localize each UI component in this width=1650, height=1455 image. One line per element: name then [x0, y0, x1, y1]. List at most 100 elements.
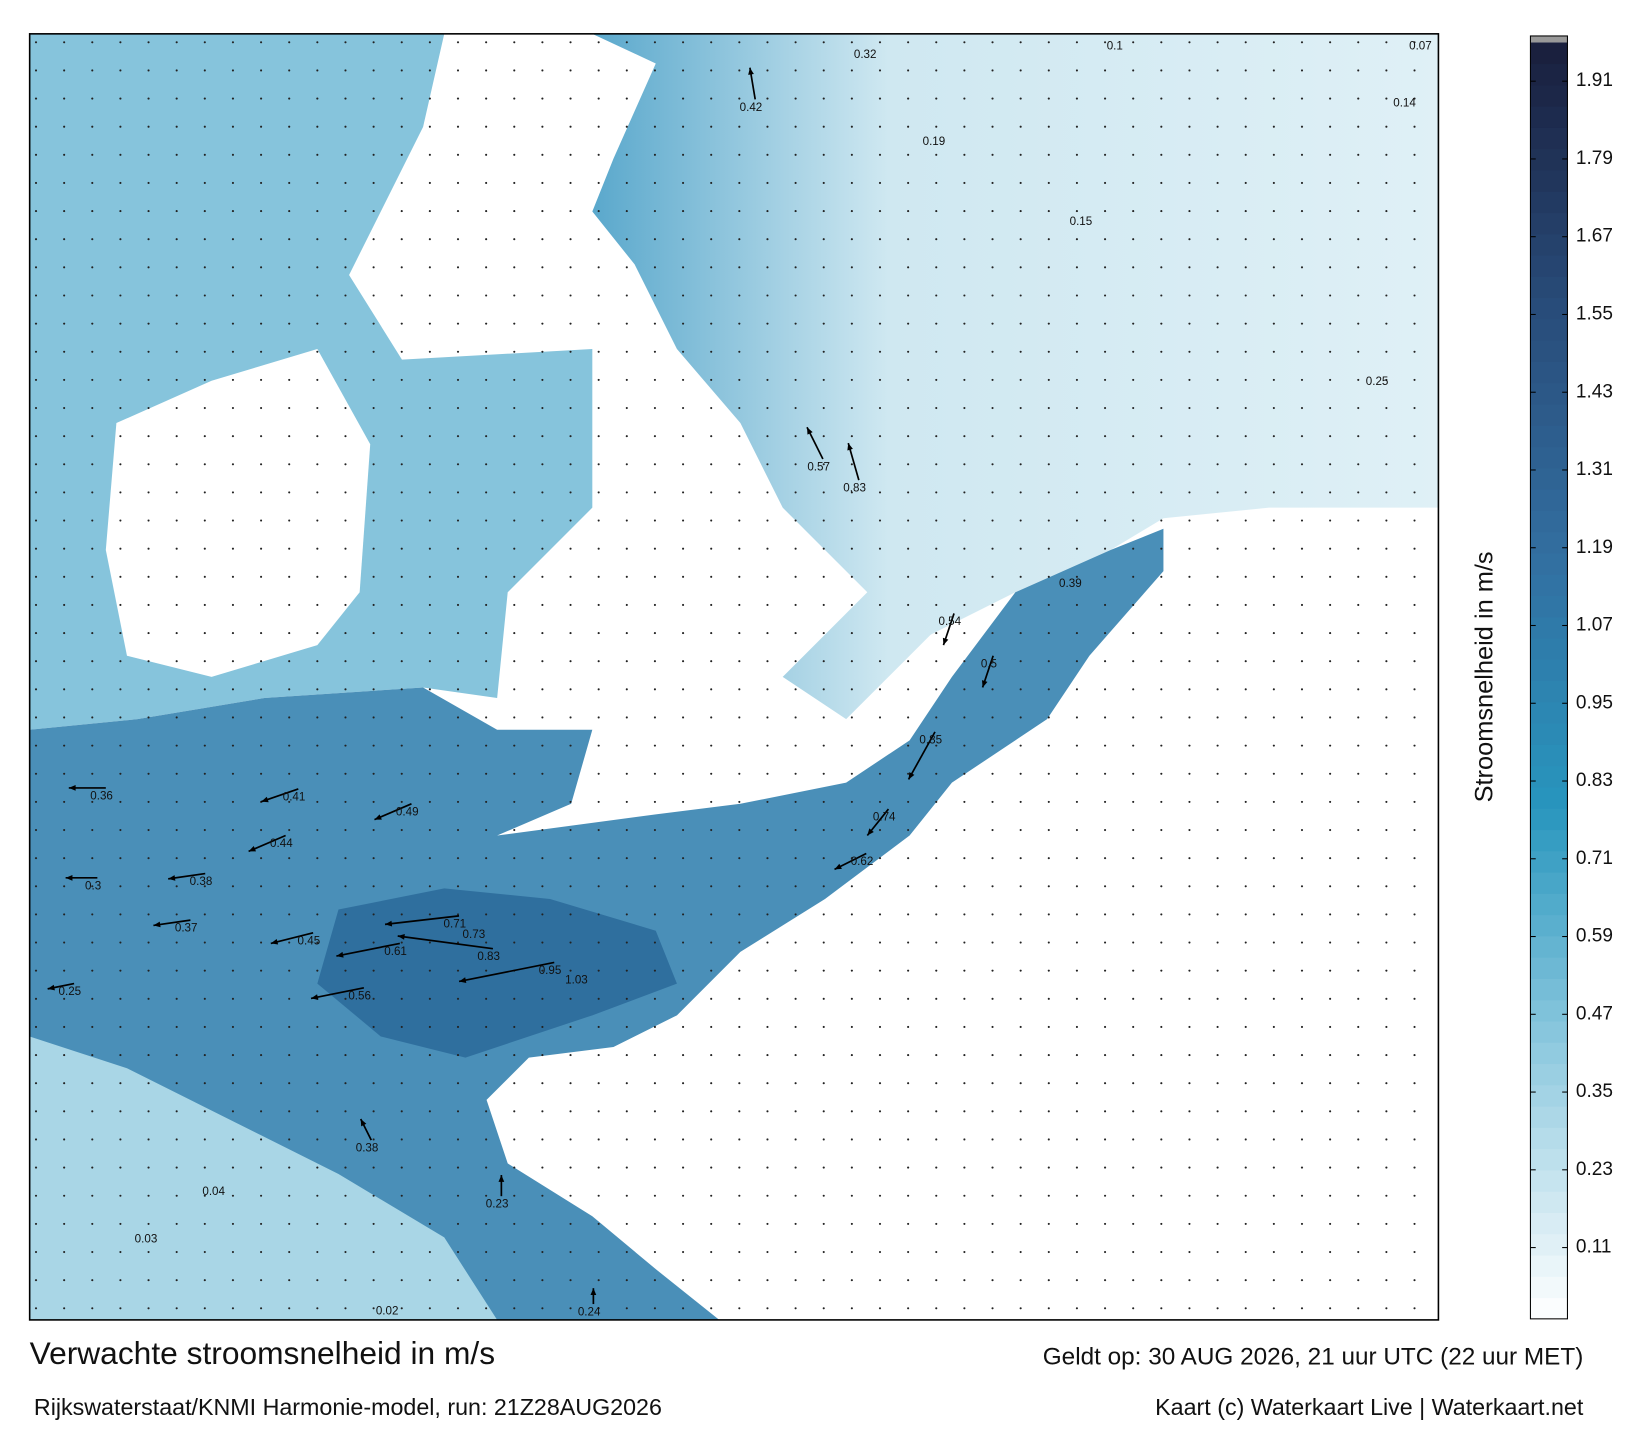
grid-dot — [710, 1082, 713, 1085]
grid-dot — [260, 941, 263, 944]
grid-dot — [850, 1222, 853, 1225]
grid-dot — [372, 350, 375, 353]
grid-dot — [597, 828, 600, 832]
grid-dot — [260, 210, 263, 213]
grid-dot — [1047, 913, 1050, 916]
grid-dot — [907, 941, 910, 944]
grid-dot — [850, 772, 853, 775]
current-arrow-head — [270, 938, 279, 945]
grid-dot — [260, 1025, 263, 1029]
grid-dot — [625, 857, 628, 860]
grid-dot — [1385, 997, 1388, 1000]
grid-dot — [428, 69, 431, 72]
grid-dot — [1075, 519, 1078, 522]
grid-dot — [963, 41, 966, 44]
grid-dot — [147, 547, 150, 550]
grid-dot — [597, 997, 600, 1000]
grid-dot — [288, 997, 291, 1000]
grid-dot — [344, 828, 347, 832]
grid-dot — [738, 266, 741, 269]
grid-dot — [822, 575, 825, 578]
grid-dot — [1160, 491, 1163, 494]
grid-dot — [1413, 1110, 1416, 1113]
grid-dot — [344, 969, 347, 972]
grid-dot — [1300, 1110, 1304, 1113]
grid-dot — [1300, 238, 1304, 241]
grid-dot — [456, 41, 460, 44]
grid-dot — [175, 744, 178, 747]
grid-dot — [1188, 181, 1191, 185]
grid-dot — [822, 350, 825, 353]
grid-dot — [822, 660, 825, 663]
grid-dot — [231, 716, 235, 719]
grid-dot — [34, 350, 38, 353]
grid-dot — [1188, 463, 1191, 466]
grid-dot — [1216, 266, 1219, 269]
grid-dot — [878, 997, 882, 1000]
grid-dot — [456, 406, 460, 410]
grid-dot — [288, 744, 291, 747]
grid-dot — [625, 716, 628, 719]
grid-dot — [682, 350, 685, 353]
grid-dot — [1272, 913, 1275, 916]
grid-dot — [597, 1054, 600, 1057]
grid-dot — [1104, 1054, 1107, 1057]
grid-dot — [260, 1279, 263, 1282]
grid-dot — [794, 997, 797, 1000]
grid-dot — [1357, 688, 1360, 691]
grid-dot — [1272, 828, 1275, 832]
grid-dot — [1132, 1166, 1135, 1169]
grid-dot — [682, 406, 685, 410]
grid-dot — [344, 1250, 347, 1254]
colorbar-band — [1530, 659, 1568, 682]
grid-dot — [1160, 125, 1163, 128]
grid-dot — [1188, 603, 1191, 607]
grid-dot — [1272, 97, 1275, 100]
grid-dot — [400, 885, 403, 888]
grid-dot — [513, 266, 516, 269]
grid-dot — [316, 800, 319, 803]
grid-dot — [372, 322, 375, 325]
grid-dot — [1329, 69, 1332, 72]
grid-dot — [569, 69, 572, 72]
grid-dot — [935, 603, 938, 607]
grid-dot — [34, 603, 38, 607]
grid-dot — [935, 69, 938, 72]
grid-dot — [1188, 660, 1191, 663]
grid-dot — [400, 913, 403, 916]
grid-dot — [428, 97, 431, 100]
grid-dot — [1300, 519, 1304, 522]
grid-dot — [682, 603, 685, 607]
grid-dot — [316, 435, 319, 438]
grid-dot — [1075, 210, 1078, 213]
grid-dot — [682, 519, 685, 522]
grid-dot — [203, 857, 206, 860]
grid-dot — [513, 41, 516, 44]
grid-dot — [147, 210, 150, 213]
grid-dot — [485, 716, 488, 719]
grid-dot — [63, 772, 66, 775]
grid-dot — [63, 238, 66, 241]
grid-dot — [1019, 181, 1022, 185]
grid-dot — [738, 1279, 741, 1282]
grid-dot — [850, 913, 853, 916]
grid-dot — [63, 547, 66, 550]
grid-dot — [63, 97, 66, 100]
grid-dot — [850, 350, 853, 353]
grid-dot — [653, 322, 656, 325]
grid-dot — [1300, 97, 1304, 100]
grid-dot — [935, 210, 938, 213]
grid-dot — [372, 406, 375, 410]
current-arrow — [310, 986, 365, 1000]
grid-dot — [541, 181, 544, 185]
grid-dot — [625, 800, 628, 803]
grid-dot — [935, 1222, 938, 1225]
grid-dot — [991, 716, 994, 719]
grid-dot — [175, 969, 178, 972]
grid-dot — [935, 1307, 938, 1310]
grid-dot — [1160, 688, 1163, 691]
grid-dot — [1244, 406, 1247, 410]
grid-dot — [260, 772, 263, 775]
grid-dot — [34, 463, 38, 466]
grid-dot — [456, 97, 460, 100]
